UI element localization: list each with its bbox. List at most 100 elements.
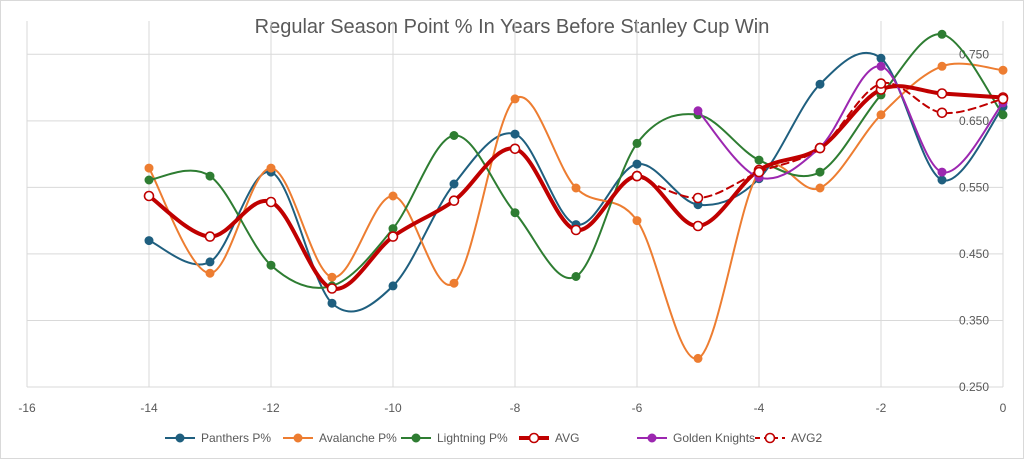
x-tick-label: -16 [18,401,36,415]
data-point [937,167,947,177]
series-lightning-p [144,29,1008,291]
data-point [937,175,947,185]
y-tick-label: 0.350 [959,313,989,327]
series-avalanche-p [144,61,1008,363]
x-tick-label: -2 [876,401,887,415]
legend-item: Golden Knights [637,431,755,445]
data-point [144,163,154,173]
data-point [205,257,215,267]
data-point [754,155,764,165]
data-point [326,283,338,294]
y-tick-label: 0.450 [959,247,989,261]
legend-item: Avalanche P% [283,431,397,445]
legend-label: Golden Knights [673,431,755,445]
data-point [266,163,276,173]
legend-swatch-marker [411,433,421,443]
legend-label: Avalanche P% [319,431,397,445]
data-point [753,166,765,178]
data-point [692,192,704,204]
x-tick-label: -6 [632,401,643,415]
chart-title: Regular Season Point % In Years Before S… [255,16,770,38]
data-point [876,110,886,120]
data-point [387,231,399,242]
series-line [148,33,1004,289]
data-point [876,61,886,71]
data-point [449,278,459,288]
data-point [936,107,948,119]
data-point [144,236,154,246]
data-point [449,179,459,189]
y-tick-label: 0.650 [959,114,989,128]
data-point [143,190,155,202]
data-point [936,88,948,99]
x-tick-label: -4 [754,401,765,415]
legend-swatch-marker [647,433,657,443]
legend-swatch-marker [764,432,776,444]
data-point [327,272,337,282]
data-point [815,79,825,89]
data-point [571,183,581,193]
legend-label: Lightning P% [437,431,508,445]
x-tick-label: -10 [384,401,402,415]
data-point [510,94,520,104]
legend-label: Panthers P% [201,431,271,445]
data-point [631,170,643,182]
y-tick-label: 0.250 [959,380,989,394]
data-point [205,171,215,181]
data-point [937,29,947,39]
data-point [571,272,581,281]
data-point [510,208,520,218]
legend-swatch-marker [175,433,185,443]
legend-item: Lightning P% [401,431,508,445]
axes: -16 -14 -12 -10 -8 -6 -4 -2 0 0.250 0.350 0.450 0.55… [18,47,1006,415]
data-point [388,191,398,201]
data-point [632,138,642,148]
grid [26,21,1004,388]
series-avg2 [631,78,1009,204]
data-point [205,268,215,278]
data-point [449,131,459,140]
data-point [204,231,216,242]
series-avg [143,84,1009,294]
x-tick-label: 0 [1000,401,1007,415]
y-tick-label: 0.550 [959,180,989,194]
data-point [693,353,703,363]
data-point [937,61,947,71]
data-point [509,143,521,155]
data-point [815,183,825,193]
data-point [327,298,337,308]
data-point [876,53,886,63]
data-point [510,129,520,139]
data-point [632,216,642,226]
data-point [266,260,276,270]
data-point [997,93,1009,105]
y-tick-label: 0.750 [959,47,989,61]
legend-swatch-marker [528,432,540,444]
series-group [143,29,1009,363]
data-point [815,167,825,177]
data-point [693,106,703,116]
x-tick-label: -8 [510,401,521,415]
data-point [998,65,1008,75]
data-point [875,78,887,89]
data-point [692,220,704,232]
series-line [148,62,1004,360]
data-point [814,142,826,154]
legend-item: AVG [519,431,579,445]
series-line [697,65,1004,180]
data-point [388,281,398,291]
data-point [448,195,460,206]
data-point [265,196,277,208]
legend-item: AVG2 [755,431,822,445]
legend-label: AVG2 [791,431,822,445]
x-tick-label: -12 [262,401,280,415]
legend-item: Panthers P% [165,431,271,445]
x-tick-label: -14 [140,401,158,415]
series-panthers-p [144,51,1008,313]
legend-label: AVG [555,431,579,445]
data-point [998,110,1008,120]
data-point [570,224,582,236]
legend: Panthers P% Avalanche P% Lightning P% AVG Go… [165,431,822,445]
